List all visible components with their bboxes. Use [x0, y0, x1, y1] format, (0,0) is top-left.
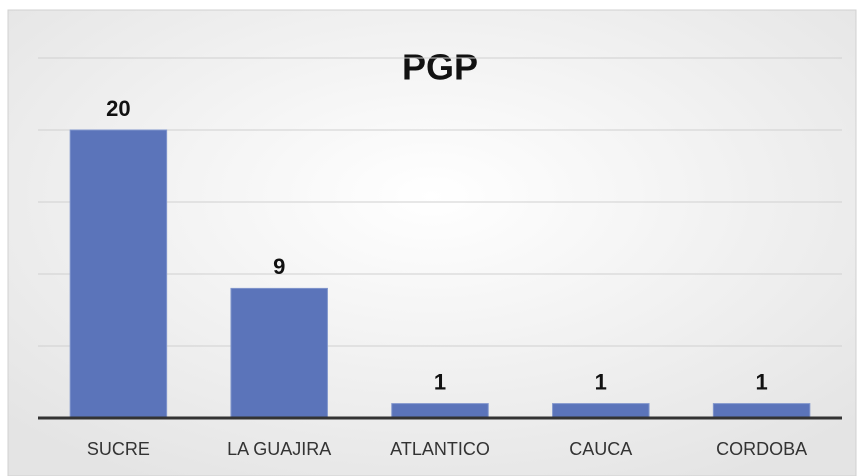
data-label: 1: [755, 369, 767, 394]
bar: [552, 403, 650, 419]
x-tick-label: CORDOBA: [716, 439, 807, 459]
bar: [230, 287, 328, 419]
chart-title: PGP: [402, 47, 478, 88]
bar: [391, 403, 489, 419]
data-label: 1: [434, 369, 446, 394]
bar: [69, 129, 168, 419]
data-label: 9: [273, 254, 285, 279]
x-tick-label: LA GUAJIRA: [227, 439, 331, 459]
data-label: 20: [106, 96, 130, 121]
bar: [712, 403, 811, 419]
x-tick-label: ATLANTICO: [390, 439, 490, 459]
x-tick-label: CAUCA: [569, 439, 632, 459]
data-label: 1: [595, 369, 607, 394]
x-tick-label: SUCRE: [87, 439, 150, 459]
